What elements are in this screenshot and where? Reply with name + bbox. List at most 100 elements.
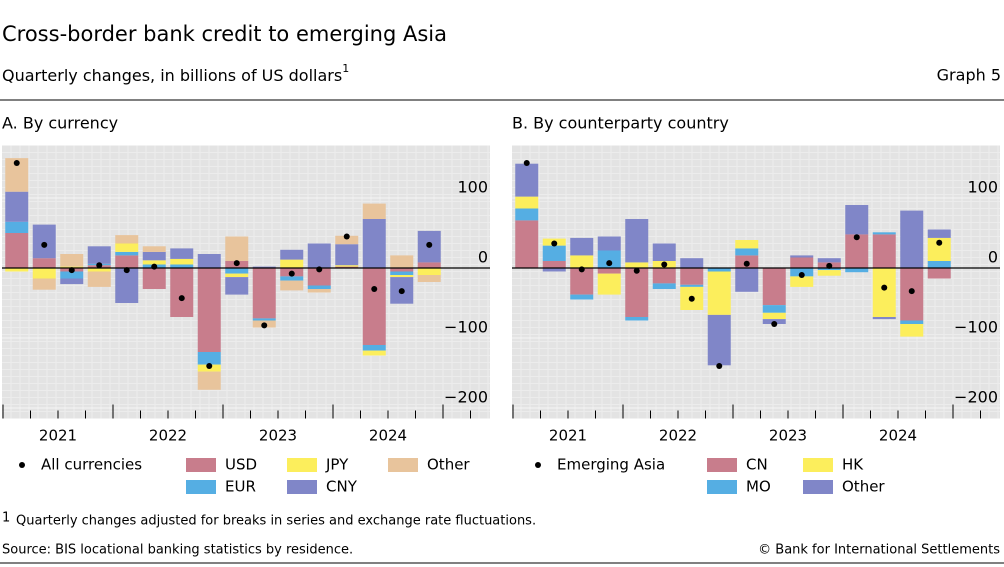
bar-segment xyxy=(197,254,221,268)
total-dot xyxy=(151,263,158,270)
bar-segment xyxy=(280,249,304,260)
bar-segment xyxy=(790,276,814,287)
bar-segment xyxy=(362,350,386,356)
bar-segment xyxy=(417,275,441,282)
bar-segment xyxy=(652,283,676,289)
bar-segment xyxy=(625,219,649,263)
bar-segment xyxy=(872,232,896,235)
bar-segment xyxy=(32,224,56,259)
bar-segment xyxy=(900,210,924,268)
bar-segment xyxy=(142,246,166,252)
total-dot xyxy=(398,288,405,295)
subtitle-text: Quarterly changes, in billions of US dol… xyxy=(2,66,342,85)
total-dot xyxy=(426,241,433,248)
total-dot xyxy=(316,266,323,273)
bar-segment xyxy=(115,243,139,252)
bar-segment xyxy=(542,261,566,268)
total-dot xyxy=(908,288,915,295)
bar-segment xyxy=(115,255,139,268)
total-dot xyxy=(13,160,20,166)
bar-segment xyxy=(680,258,704,268)
bar-segment xyxy=(625,262,649,268)
total-dot xyxy=(578,266,585,273)
bar-segment xyxy=(900,324,924,337)
bar-segment xyxy=(252,268,276,319)
total-dot xyxy=(936,239,943,246)
total-dot xyxy=(771,321,778,327)
bar-segment xyxy=(225,277,249,295)
bar-segment xyxy=(225,236,249,261)
y-tick-label: 0 xyxy=(988,248,998,267)
total-dot xyxy=(688,295,695,302)
legend-swatch xyxy=(707,480,737,494)
total-dot xyxy=(206,363,213,369)
bar-segment xyxy=(515,220,539,268)
y-tick-label: 100 xyxy=(967,178,998,197)
total-dot xyxy=(343,233,350,240)
bar-segment xyxy=(280,259,304,268)
bar-segment xyxy=(5,221,29,233)
bar-segment xyxy=(845,234,869,268)
bar-segment xyxy=(817,270,841,276)
total-dot xyxy=(743,260,750,267)
bar-segment xyxy=(170,268,194,317)
total-dot xyxy=(661,261,668,268)
legend-label: EUR xyxy=(225,478,256,496)
legend-label: MO xyxy=(746,478,771,496)
bar-segment xyxy=(762,305,786,313)
bar-segment xyxy=(707,314,731,366)
legend-swatch xyxy=(287,458,317,472)
bar-segment xyxy=(570,237,594,256)
total-dot xyxy=(853,234,860,241)
bar-segment xyxy=(197,371,221,390)
bar-segment xyxy=(362,203,386,219)
bar-segment xyxy=(170,248,194,259)
bar-segment xyxy=(927,268,951,279)
bar-segment xyxy=(735,268,759,292)
legend-label: HK xyxy=(842,456,864,474)
y-tick-label: 100 xyxy=(457,178,488,197)
bar-segment xyxy=(927,229,951,238)
bar-segment xyxy=(762,268,786,306)
bar-segment xyxy=(790,255,814,258)
x-group-label: 2023 xyxy=(769,427,807,445)
bar-segment xyxy=(570,294,594,300)
bar-segment xyxy=(142,268,166,289)
bar-segment xyxy=(707,268,731,272)
bar-segment xyxy=(87,246,111,264)
bar-segment xyxy=(872,268,896,317)
bar-segment xyxy=(570,255,594,268)
legend-label: JPY xyxy=(325,456,349,474)
total-dot xyxy=(288,270,295,277)
total-dot xyxy=(716,363,723,369)
y-tick-label: −200 xyxy=(954,388,998,407)
subtitle: Quarterly changes, in billions of US dol… xyxy=(2,62,349,85)
footnote-mark: 1 xyxy=(2,511,10,526)
bar-segment xyxy=(252,266,276,268)
total-dot xyxy=(123,267,130,274)
bar-segment xyxy=(652,243,676,261)
bar-segment xyxy=(87,268,111,272)
bar-segment xyxy=(197,268,221,352)
bar-segment xyxy=(390,255,414,268)
graph-label: Graph 5 xyxy=(937,66,1001,85)
bar-segment xyxy=(362,268,386,345)
x-group-label: 2022 xyxy=(149,427,187,445)
total-dot xyxy=(41,241,48,248)
bar-segment xyxy=(597,268,621,274)
bar-segment xyxy=(817,258,841,263)
y-tick-label: −100 xyxy=(954,318,998,337)
total-dot xyxy=(233,260,240,267)
legend-swatch xyxy=(287,480,317,494)
bar-segment xyxy=(197,352,221,365)
bar-segment xyxy=(927,237,951,261)
bar-segment xyxy=(225,273,249,278)
bar-segment xyxy=(680,284,704,287)
bar-segment xyxy=(597,273,621,295)
bar-segment xyxy=(362,345,386,351)
bar-segment xyxy=(32,278,56,290)
bar-segment xyxy=(707,271,731,315)
legend-label: CNY xyxy=(326,478,358,496)
bar-segment xyxy=(307,289,331,293)
